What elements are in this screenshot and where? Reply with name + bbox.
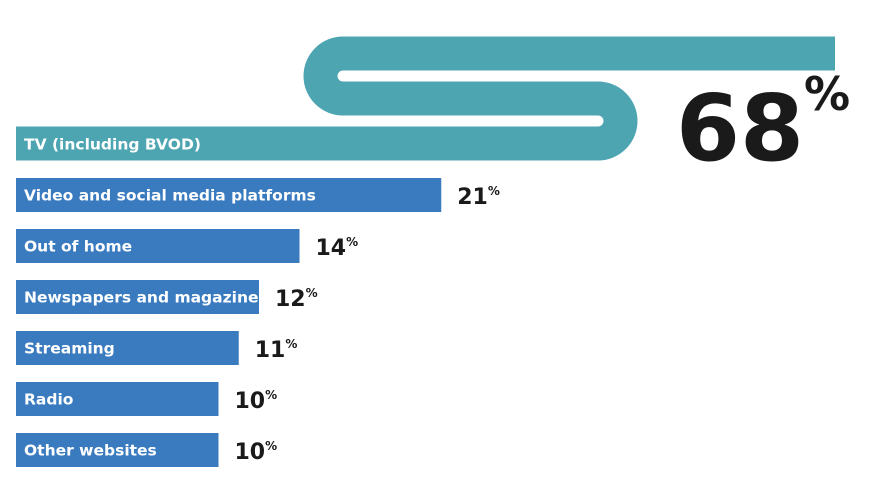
value-label: 10% <box>235 439 278 465</box>
value-number: 12 <box>275 287 306 312</box>
value-number: 14 <box>316 236 347 261</box>
bar-label: Video and social media platforms <box>24 187 316 205</box>
bar <box>16 280 259 314</box>
value-number: 10 <box>235 389 266 414</box>
value-number: 11 <box>255 338 286 363</box>
value-label: 12% <box>275 286 318 312</box>
value-unit: % <box>488 184 500 198</box>
value-unit: % <box>346 235 358 249</box>
value-number: 10 <box>235 440 266 465</box>
value-label: 14% <box>316 235 359 261</box>
bar-label: TV (including BVOD) <box>24 136 201 154</box>
value-label: 21% <box>457 184 500 210</box>
value-label: 10% <box>235 388 278 414</box>
bar-label: Radio <box>24 391 73 409</box>
bar-label: Out of home <box>24 238 132 256</box>
value-unit: % <box>306 286 318 300</box>
bar-label: Streaming <box>24 340 115 358</box>
bar-label: Other websites <box>24 442 157 460</box>
value-number: 21 <box>457 185 488 210</box>
bar <box>16 178 442 212</box>
value-label: 11% <box>255 337 298 363</box>
bar <box>16 331 239 365</box>
bar-label: Newspapers and magazines <box>24 289 268 307</box>
bar <box>16 229 300 263</box>
value-unit: % <box>265 388 277 402</box>
bar <box>16 382 219 416</box>
bar <box>16 433 219 467</box>
value-number: 68 <box>676 75 804 182</box>
value-label: 68% <box>676 67 850 182</box>
bar <box>16 36 835 161</box>
value-unit: % <box>804 67 850 121</box>
value-unit: % <box>285 337 297 351</box>
value-unit: % <box>265 439 277 453</box>
